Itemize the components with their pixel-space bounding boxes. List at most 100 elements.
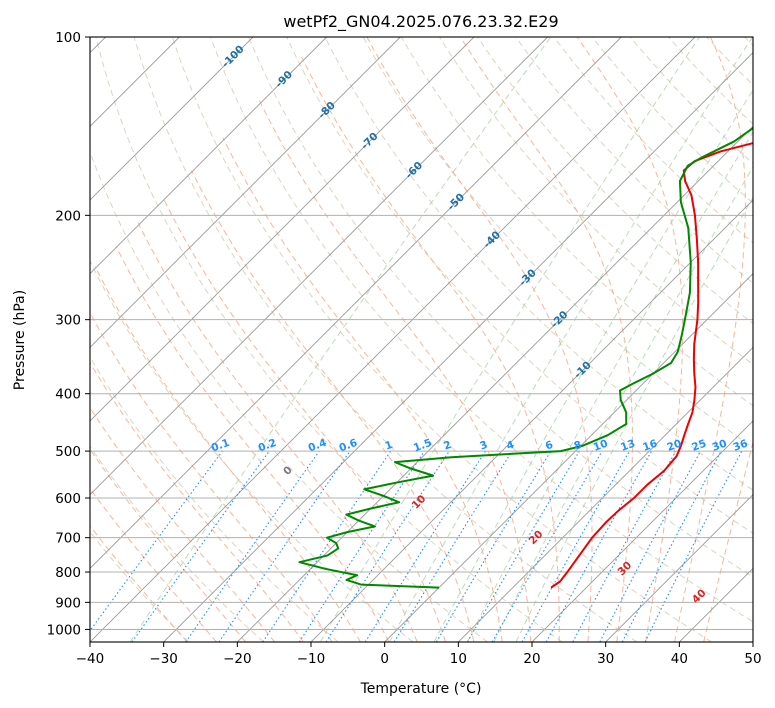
moist-adiabat-line bbox=[576, 37, 684, 642]
isoline-label: 13 bbox=[619, 438, 637, 454]
dry-adiabat-line bbox=[515, 37, 753, 284]
y-tick-label: 300 bbox=[55, 313, 81, 329]
temperature-profile-line bbox=[550, 142, 753, 589]
x-tick-label: 30 bbox=[597, 651, 614, 667]
mixing-ratio-line bbox=[521, 450, 630, 642]
moist-adiabat-line bbox=[258, 100, 532, 642]
isotherm-line bbox=[90, 37, 327, 275]
dry-adiabat-line bbox=[210, 37, 753, 623]
chart-title: wetPf2_GN04.2025.076.23.32.E29 bbox=[283, 12, 558, 32]
isoline-label: 8 bbox=[572, 439, 583, 453]
dry-adiabat-line bbox=[90, 445, 264, 642]
isoline-label: 36 bbox=[732, 438, 750, 454]
isoline-label: 3 bbox=[478, 439, 489, 453]
isotherm-line bbox=[90, 37, 254, 201]
y-tick-label: 600 bbox=[55, 491, 81, 507]
isoline-label: 20 bbox=[665, 438, 683, 454]
green-reference-line bbox=[493, 166, 753, 642]
isoline-label: 1 bbox=[383, 439, 394, 453]
dry-adiabat-line bbox=[248, 37, 753, 578]
pressure-grid bbox=[90, 37, 753, 630]
moist-adiabat-line bbox=[137, 222, 418, 642]
isoline-label: 6 bbox=[544, 439, 555, 453]
isoline-label: 2 bbox=[442, 439, 453, 453]
x-tick-label: −20 bbox=[223, 651, 252, 667]
green-reference-line bbox=[319, 37, 700, 642]
x-tick-label: 50 bbox=[744, 651, 761, 667]
moist-adiabat-line bbox=[90, 525, 188, 642]
isotherm-line bbox=[237, 125, 753, 642]
isotherm-line bbox=[90, 37, 622, 569]
mixing-ratio-line bbox=[131, 450, 270, 642]
moist-adiabat-line bbox=[90, 406, 276, 642]
dry-adiabat-line bbox=[286, 37, 753, 534]
mixing-ratio-line bbox=[298, 450, 425, 642]
isoline-label: 0.4 bbox=[307, 437, 329, 455]
moist-adiabat-line bbox=[90, 448, 247, 642]
isoline-label: 0.1 bbox=[210, 437, 232, 455]
isotherm-line bbox=[90, 37, 475, 422]
isotherm-line bbox=[90, 37, 401, 348]
moist-adiabat-line bbox=[94, 266, 361, 642]
y-tick-label: 200 bbox=[55, 208, 81, 224]
dry-adiabat-line bbox=[133, 37, 638, 642]
dry-adiabat-line bbox=[90, 356, 339, 642]
y-tick-label: 1000 bbox=[47, 622, 81, 638]
isotherm-line bbox=[531, 420, 753, 642]
dry-adiabat-line bbox=[171, 37, 712, 642]
isoline-label: 10 bbox=[592, 438, 610, 454]
isoline-label: 25 bbox=[690, 438, 708, 454]
y-tick-label: 800 bbox=[55, 565, 81, 581]
green-reference-line bbox=[129, 37, 552, 642]
mixing-ratio-line bbox=[90, 450, 223, 632]
mixing-ratio-line bbox=[545, 450, 653, 642]
dry-adiabat-line bbox=[95, 37, 563, 642]
x-tick-label: 0 bbox=[380, 651, 389, 667]
mixing-ratio-line bbox=[644, 450, 743, 642]
moist-adiabat-line bbox=[674, 37, 746, 642]
isoline-label: 4 bbox=[505, 439, 516, 453]
dry-adiabat-line bbox=[90, 259, 414, 642]
y-axis-label: Pressure (hPa) bbox=[12, 290, 28, 390]
profile-series bbox=[298, 126, 753, 589]
green-reference-line bbox=[515, 196, 753, 642]
isotherm-line bbox=[90, 37, 548, 496]
y-tick-label: 500 bbox=[55, 444, 81, 460]
moist-adiabat-line bbox=[90, 311, 333, 642]
y-tick-label: 100 bbox=[55, 30, 81, 46]
x-axis-label: Temperature (°C) bbox=[360, 681, 482, 697]
y-tick-label: 900 bbox=[55, 595, 81, 611]
dewpoint-profile-line bbox=[298, 126, 753, 589]
isotherm-line bbox=[605, 494, 753, 642]
x-tick-label: −10 bbox=[297, 651, 326, 667]
x-tick-label: 20 bbox=[523, 651, 540, 667]
isoline-label: 16 bbox=[641, 438, 659, 454]
plot-frame bbox=[89, 36, 754, 643]
isotherm-line bbox=[90, 37, 696, 642]
isotherm-line bbox=[310, 199, 753, 642]
mixing-ratio-line bbox=[218, 450, 351, 642]
isoline-label: 0.6 bbox=[338, 437, 360, 455]
x-tick-label: −40 bbox=[76, 651, 105, 667]
moist-adiabat-line bbox=[115, 246, 390, 642]
isotherm-line bbox=[384, 273, 753, 642]
dry-adiabat-line bbox=[324, 37, 753, 491]
mixing-ratio-line bbox=[393, 450, 513, 642]
y-axis-ticks: 100 200 300 400 500 600 700 800 900 1000 bbox=[47, 30, 90, 638]
isoline-label: 30 bbox=[711, 438, 729, 454]
x-tick-label: −30 bbox=[149, 651, 178, 667]
moist-adiabat-line bbox=[90, 487, 217, 642]
mixing-ratio-line bbox=[262, 450, 392, 642]
y-tick-label: 700 bbox=[55, 531, 81, 547]
x-tick-label: 40 bbox=[671, 651, 688, 667]
mixing-ratio-line bbox=[185, 450, 320, 642]
isotherm-line bbox=[458, 346, 753, 642]
x-axis-ticks: −40 −30 −20 −10 0 10 20 30 40 50 bbox=[76, 642, 762, 667]
x-tick-label: 10 bbox=[450, 651, 467, 667]
green-reference-line bbox=[433, 89, 753, 642]
isotherm-line bbox=[163, 52, 753, 642]
isoline-label: 1.5 bbox=[412, 437, 434, 455]
mixing-ratio-line bbox=[572, 450, 677, 642]
